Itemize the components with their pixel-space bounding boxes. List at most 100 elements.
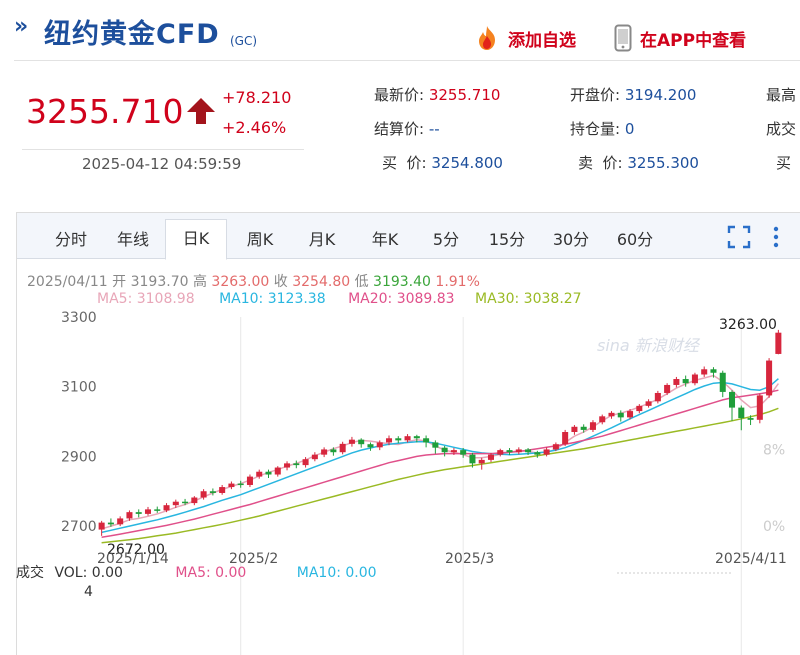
x-tick-label: 2025/1/14 — [97, 551, 169, 567]
candle-body — [673, 379, 680, 385]
add-favorite-button[interactable]: 添加自选 — [474, 24, 576, 52]
open-price-value: 3194.200 — [624, 86, 697, 104]
candle-body — [274, 467, 281, 475]
fullscreen-icon[interactable] — [727, 225, 751, 249]
x-tick-label: 2025/3 — [445, 551, 494, 567]
latest-price-label: 最新价: — [374, 86, 425, 104]
tab-30min[interactable]: 30分 — [552, 230, 590, 249]
candle-body — [144, 509, 151, 514]
candle-body — [386, 438, 393, 443]
candle-body — [627, 411, 634, 418]
settle-price-field: 结算价: -- — [374, 118, 440, 139]
candlestick-chart[interactable]: 2700 2900 3100 3300 sina 新浪财经 8% 0% 3263.00 2672… — [17, 309, 800, 655]
candle-body — [497, 450, 504, 455]
y-tick-label: 3300 — [61, 310, 97, 326]
settle-price-value: -- — [428, 120, 440, 138]
candle-body — [608, 412, 615, 417]
candle-high-value: 3263.00 — [211, 274, 270, 290]
candle-body — [228, 483, 235, 488]
candle-body — [423, 438, 430, 443]
bid-price-label: 买 价: — [382, 154, 427, 172]
candle-body — [265, 471, 272, 475]
tab-intraday[interactable]: 分时 — [54, 230, 87, 249]
candle-body — [664, 384, 671, 393]
candle-body — [654, 392, 661, 402]
quote-divider — [22, 149, 304, 150]
current-price: 3255.710 — [26, 92, 184, 131]
tab-daily-k[interactable]: 日K — [165, 219, 227, 260]
ma-line-ma20 — [101, 389, 779, 538]
bid-price-field: 买 价: 3254.800 — [382, 152, 503, 173]
volume-label-small: 成交 — [16, 565, 44, 581]
tab-year-line[interactable]: 年线 — [116, 230, 149, 249]
x-tick-label: 2025/4/11 — [715, 551, 787, 567]
candle-body — [562, 432, 569, 445]
candle-body — [469, 454, 476, 464]
ma5-value: MA5: 3108.98 — [97, 291, 195, 307]
ma-line-ma30 — [101, 407, 779, 544]
max-price-label: 3263.00 — [719, 317, 777, 333]
chart-panel: 分时 年线 日K 周K 月K 年K 5分 15分 30分 60分 2025/04… — [16, 212, 800, 655]
candle-body — [209, 491, 216, 493]
candle-body — [98, 522, 105, 530]
high-price-field: 最高 — [766, 84, 796, 105]
open-interest-label: 持仓量: — [570, 120, 621, 138]
candle-body — [191, 497, 198, 504]
bid2-field: 买 — [776, 152, 791, 173]
candle-body — [284, 463, 291, 468]
period-tabs: 分时 年线 日K 周K 月K 年K 5分 15分 30分 60分 — [17, 213, 800, 260]
candle-info-row: 2025/04/11 开 3193.70 高 3263.00 收 3254.80… — [27, 271, 480, 291]
candle-date: 2025/04/11 — [27, 274, 108, 290]
volume-value: VOL: 0.00 — [54, 565, 123, 581]
candle-body — [580, 426, 587, 430]
candle-body — [395, 438, 402, 441]
view-in-app-button[interactable]: 在APP中查看 — [614, 24, 746, 52]
y-tick-label: 2900 — [61, 449, 97, 465]
quote-panel: 3255.710 +78.210 +2.46% 2025-04-12 04:59… — [0, 62, 800, 212]
candle-body — [358, 439, 365, 445]
tab-yearly-k[interactable]: 年K — [371, 230, 399, 249]
open-interest-value: 0 — [624, 120, 635, 138]
candle-body — [645, 401, 652, 406]
volume-ma5: MA5: 0.00 — [175, 565, 247, 581]
volume-info-row: 成交 VOL: 0.00 MA5: 0.00 MA10: 0.00 — [16, 562, 377, 582]
page-title: 纽约黄金CFD — [44, 19, 220, 50]
volume-field: 成交 — [766, 118, 796, 139]
tab-weekly-k[interactable]: 周K — [246, 230, 274, 249]
ma-info-row: MA5: 3108.98 MA10: 3123.38 MA20: 3089.83… — [27, 291, 582, 307]
candle-body — [478, 459, 485, 464]
candle-body — [460, 450, 467, 455]
candle-body — [701, 369, 708, 375]
open-price-field: 开盘价: 3194.200 — [570, 84, 696, 105]
tab-15min[interactable]: 15分 — [488, 230, 526, 249]
candle-body — [256, 471, 263, 477]
double-chevron-icon: » — [14, 14, 29, 39]
tab-60min[interactable]: 60分 — [616, 230, 654, 249]
open-interest-field: 持仓量: 0 — [570, 118, 634, 139]
candle-body — [487, 454, 494, 460]
candle-body — [219, 487, 226, 493]
candle-body — [599, 416, 606, 423]
candle-body — [237, 483, 244, 486]
candle-body — [200, 491, 207, 498]
watermark-text: sina 新浪财经 — [597, 336, 701, 355]
candle-low-value: 3193.40 — [373, 274, 431, 290]
candle-body — [330, 449, 337, 453]
x-tick-label: 2025/2 — [229, 551, 278, 567]
tab-monthly-k[interactable]: 月K — [308, 230, 336, 249]
tab-5min[interactable]: 5分 — [432, 230, 460, 249]
volume-label: 成交 — [766, 120, 797, 138]
candle-body — [617, 412, 624, 418]
candle-body — [450, 450, 457, 453]
open-price-label: 开盘价: — [570, 86, 621, 104]
candle-body — [636, 405, 643, 412]
candle-body — [691, 374, 698, 384]
pct-tick-label: 0% — [763, 519, 785, 535]
more-vertical-icon[interactable] — [769, 225, 783, 249]
candle-body — [117, 518, 124, 525]
candle-open-value: 3193.70 — [130, 274, 189, 290]
candle-body — [293, 463, 300, 466]
price-change-percent: +2.46% — [222, 118, 287, 137]
volume-ma10: MA10: 0.00 — [296, 565, 377, 581]
view-in-app-label: 在APP中查看 — [640, 30, 747, 51]
